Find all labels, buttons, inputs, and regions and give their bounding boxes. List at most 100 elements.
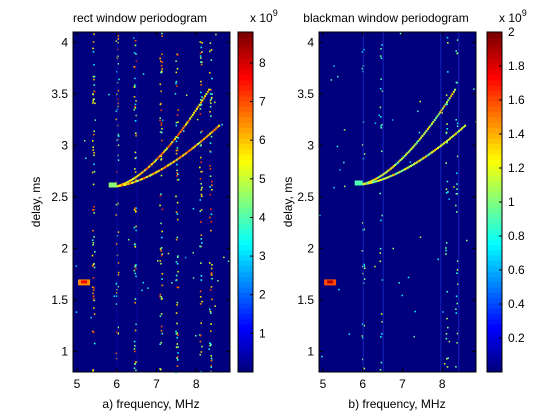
curve-point xyxy=(123,182,126,185)
curve-point xyxy=(420,158,423,161)
heatmap-cell xyxy=(199,245,201,248)
heatmap-cell xyxy=(333,65,335,67)
heatmap-cell xyxy=(134,329,137,332)
colorbar-cell xyxy=(238,281,253,288)
curve-point xyxy=(144,169,147,172)
hot-spot-core xyxy=(327,280,334,284)
colorbar-cell xyxy=(238,154,253,160)
heatmap-cell xyxy=(379,116,382,118)
heatmap-cell xyxy=(117,89,120,92)
colorbar-cell xyxy=(487,148,502,155)
curve-point xyxy=(145,176,148,178)
heatmap-band xyxy=(440,32,442,372)
heatmap-cell xyxy=(200,170,202,173)
heatmap-cell xyxy=(209,216,211,219)
heatmap-cell xyxy=(192,277,195,279)
colorbar-frame xyxy=(237,31,254,373)
heatmap-cell xyxy=(176,172,178,174)
curve-point xyxy=(204,95,207,98)
x-tick-label: 6 xyxy=(113,377,120,391)
heatmap-cell xyxy=(380,57,383,59)
heatmap-cell xyxy=(177,334,179,336)
colorbar-cell xyxy=(487,164,502,171)
heatmap-cell xyxy=(209,111,211,113)
curve-point xyxy=(381,178,384,181)
heatmap-cell xyxy=(134,207,136,209)
colorbar-cell xyxy=(238,138,253,145)
heatmap-cell xyxy=(117,285,119,288)
colorbar-cell xyxy=(238,276,253,283)
heatmap-cell xyxy=(135,114,138,117)
colorbar-cell xyxy=(487,276,502,283)
curve-point xyxy=(182,154,184,157)
curve-point xyxy=(403,168,406,171)
colorbar-cell xyxy=(487,32,502,38)
heatmap-cell xyxy=(117,34,119,37)
curve-point xyxy=(200,101,202,104)
heatmap-cell xyxy=(92,140,94,142)
heatmap-cell xyxy=(161,278,163,280)
heatmap-cell xyxy=(176,322,178,325)
colorbar-cell xyxy=(487,239,502,245)
heatmap-cell xyxy=(380,336,382,338)
curve-point xyxy=(130,181,133,184)
curve-point xyxy=(167,146,170,148)
heatmap-cell xyxy=(177,286,180,289)
heatmap-cell xyxy=(134,151,137,154)
heatmap-cell xyxy=(199,113,202,115)
heatmap-cell xyxy=(445,253,447,255)
heatmap-cell xyxy=(199,166,201,169)
curve-point xyxy=(388,175,391,178)
heatmap-cell xyxy=(211,77,213,80)
heatmap-cell xyxy=(161,284,164,287)
curve-point xyxy=(187,119,190,122)
heatmap-cell xyxy=(160,158,163,160)
x-axis-label: a) frequency, MHz xyxy=(102,397,199,411)
heatmap-cell xyxy=(379,192,381,195)
heatmap-cell xyxy=(211,180,213,183)
colorbar-tick-label: 5 xyxy=(259,172,266,186)
curve-point xyxy=(418,159,421,162)
colorbar-cell xyxy=(487,260,502,267)
heatmap-cell xyxy=(92,263,95,266)
heatmap-cell xyxy=(210,221,213,223)
echo-start-spot xyxy=(108,182,117,188)
heatmap-cell xyxy=(175,261,178,263)
heatmap-cell xyxy=(184,256,187,259)
heatmap-cell xyxy=(135,229,138,232)
heatmap-cell xyxy=(93,63,95,66)
heatmap-cell xyxy=(209,142,212,144)
heatmap-cell xyxy=(381,90,384,92)
curve-point xyxy=(182,127,185,130)
heatmap-cell xyxy=(117,274,120,276)
heatmap-cell xyxy=(361,323,364,325)
heatmap-cell xyxy=(92,277,95,279)
colorbar-cell xyxy=(487,196,502,203)
curve-point xyxy=(426,154,429,157)
heatmap-cell xyxy=(108,93,110,96)
heatmap-cell xyxy=(84,140,86,142)
heatmap-cell xyxy=(210,312,212,314)
curve-point xyxy=(382,177,385,180)
heatmap-cell xyxy=(160,250,162,252)
heatmap-cell xyxy=(160,222,162,225)
heatmap-cell xyxy=(196,118,199,121)
heatmap-cell xyxy=(199,303,202,305)
curve-point xyxy=(157,156,160,159)
y-tick-label: 1 xyxy=(307,344,314,358)
curve-point xyxy=(405,153,408,156)
heatmap-cell xyxy=(161,131,163,134)
heatmap-cell xyxy=(381,279,384,281)
heatmap-cell xyxy=(92,51,95,53)
heatmap-cell xyxy=(455,312,458,314)
colorbar-cell xyxy=(487,244,502,251)
heatmap-cell xyxy=(159,194,162,197)
colorbar-cell xyxy=(238,53,253,60)
heatmap-cell xyxy=(160,193,162,195)
heatmap-cell xyxy=(160,298,163,300)
curve-point xyxy=(194,109,197,112)
heatmap-cell xyxy=(176,236,179,239)
colorbar-tick-label: 0.4 xyxy=(508,297,525,311)
heatmap-cell xyxy=(134,39,137,42)
heatmap-cell xyxy=(134,77,136,80)
